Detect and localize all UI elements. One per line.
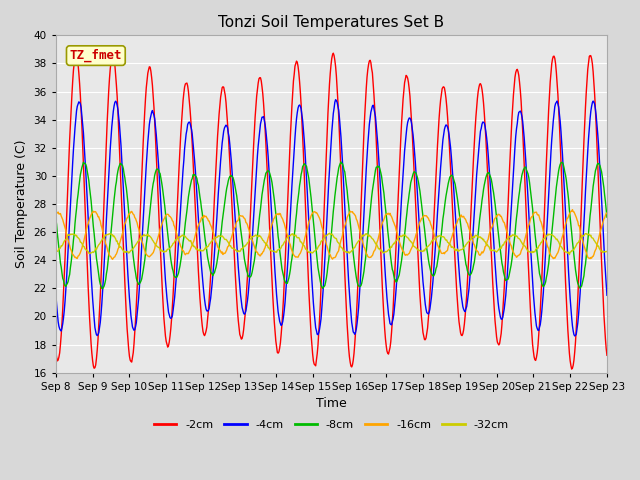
- -4cm: [62, 288, 70, 293]
- Y-axis label: Soil Temperature (C): Soil Temperature (C): [15, 140, 28, 268]
- -4cm: [571, 333, 579, 339]
- -16cm: [175, 239, 183, 244]
- -2cm: [568, 366, 575, 372]
- -8cm: [400, 239, 408, 245]
- -8cm: [62, 284, 70, 289]
- -2cm: [603, 352, 611, 358]
- Line: -16cm: -16cm: [56, 210, 607, 259]
- -2cm: [62, 235, 70, 240]
- -8cm: [337, 159, 345, 165]
- -16cm: [568, 207, 576, 213]
- Legend: -2cm, -4cm, -8cm, -16cm, -32cm: -2cm, -4cm, -8cm, -16cm, -32cm: [150, 416, 513, 434]
- -16cm: [205, 218, 212, 224]
- -4cm: [52, 291, 60, 297]
- -16cm: [109, 256, 116, 262]
- -8cm: [120, 166, 127, 171]
- -4cm: [175, 240, 182, 246]
- -32cm: [326, 230, 333, 236]
- -4cm: [204, 308, 211, 314]
- -2cm: [330, 50, 337, 56]
- -16cm: [52, 211, 60, 217]
- -16cm: [399, 249, 407, 254]
- -32cm: [399, 232, 407, 238]
- -8cm: [52, 216, 60, 221]
- -32cm: [175, 234, 182, 240]
- -32cm: [62, 237, 70, 242]
- Line: -4cm: -4cm: [56, 100, 607, 336]
- -32cm: [118, 247, 126, 252]
- -8cm: [175, 266, 183, 272]
- -16cm: [120, 228, 127, 233]
- -4cm: [332, 97, 339, 103]
- -2cm: [118, 222, 126, 228]
- -32cm: [52, 250, 60, 255]
- -32cm: [603, 249, 611, 254]
- -8cm: [205, 259, 212, 264]
- -2cm: [204, 316, 211, 322]
- -2cm: [415, 276, 423, 282]
- Line: -32cm: -32cm: [56, 233, 607, 254]
- -32cm: [204, 244, 211, 250]
- Title: Tonzi Soil Temperatures Set B: Tonzi Soil Temperatures Set B: [218, 15, 444, 30]
- -4cm: [118, 169, 126, 175]
- -16cm: [415, 221, 423, 227]
- -8cm: [99, 286, 106, 291]
- -16cm: [62, 228, 70, 233]
- Text: TZ_fmet: TZ_fmet: [70, 49, 122, 62]
- Line: -8cm: -8cm: [56, 162, 607, 288]
- -2cm: [399, 96, 407, 102]
- -32cm: [415, 248, 423, 253]
- -16cm: [603, 210, 611, 216]
- -4cm: [603, 292, 611, 298]
- -32cm: [566, 252, 573, 257]
- -4cm: [415, 220, 423, 226]
- -8cm: [416, 188, 424, 194]
- -4cm: [399, 172, 407, 178]
- -2cm: [52, 349, 60, 355]
- X-axis label: Time: Time: [316, 397, 347, 410]
- -2cm: [175, 177, 182, 182]
- -8cm: [603, 214, 611, 220]
- Line: -2cm: -2cm: [56, 53, 607, 369]
